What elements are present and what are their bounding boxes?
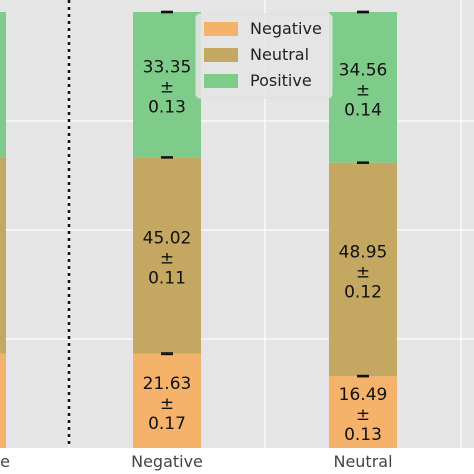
bar-segment-neutral-negative [133,157,201,354]
segment-error-label: 0.17 [148,414,186,434]
legend-label-negative: Negative [250,19,322,38]
bar-segment-positive-negative [133,12,201,158]
segment-pm-label: ± [356,262,370,282]
segment-value-label: 45.02 [143,229,192,249]
segment-error-label: 0.13 [148,98,186,118]
segment-pm-label: ± [356,405,370,425]
bar-segment-positive-neutral [329,12,397,163]
segment-pm-label: ± [160,394,174,414]
segment-pm-label: ± [160,78,174,98]
segment-pm-label: ± [160,249,174,269]
segment-error-label: 0.14 [344,100,382,120]
bar-segment-partial-positive [0,12,6,158]
segment-error-label: 0.13 [344,425,382,445]
bar-segment-partial-neutral [0,157,6,354]
legend: Negative Neutral Positive [195,13,333,99]
bar-series-group [0,12,397,448]
bar-segment-neutral-neutral [329,162,397,377]
x-tick-labels-group: Negative Neutral e [0,452,392,471]
x-tick-label-partial: e [0,452,10,471]
bar-segment-negative-negative [133,353,201,448]
bar-segment-partial-negative [0,353,6,448]
error-bars-group [161,10,369,378]
segment-value-label: 21.63 [143,374,192,394]
legend-swatch-negative [204,22,238,36]
legend-label-neutral: Neutral [250,45,309,64]
legend-swatch-neutral [204,48,238,62]
segment-pm-label: ± [356,80,370,100]
x-tick-label-neutral: Neutral [333,452,392,471]
segment-value-label: 34.56 [339,60,388,80]
legend-swatch-positive [204,74,238,88]
segment-value-label: 48.95 [339,242,388,262]
segment-error-label: 0.12 [344,282,382,302]
x-tick-label-negative: Negative [131,452,203,471]
segment-labels-group: 21.63±0.1745.02±0.1133.35±0.1316.49±0.13… [143,58,388,445]
segment-error-label: 0.11 [148,269,186,289]
bar-segment-negative-neutral [329,376,397,448]
segment-value-label: 33.35 [143,58,192,78]
segment-value-label: 16.49 [339,385,388,405]
legend-label-positive: Positive [250,71,312,90]
